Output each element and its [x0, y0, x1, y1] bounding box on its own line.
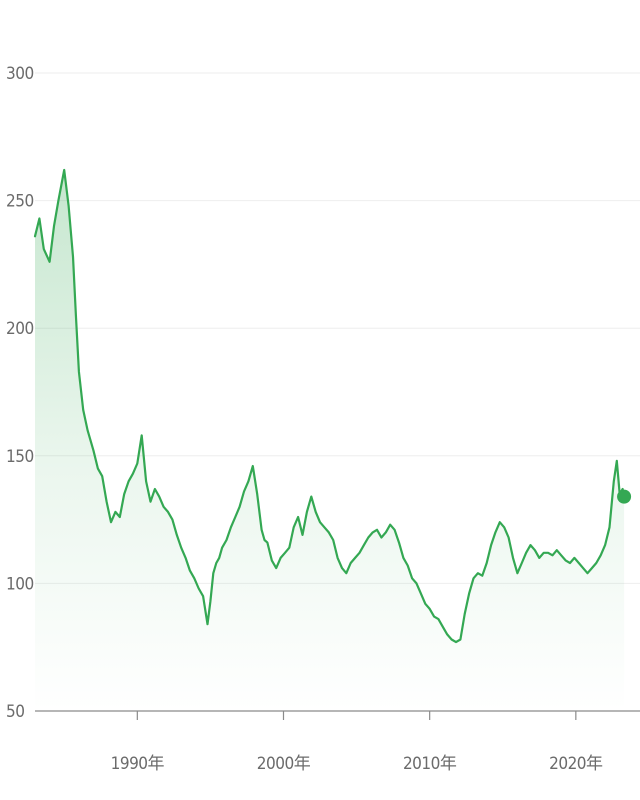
x-tick-label: 1990年 — [111, 754, 165, 774]
series-line-path — [33, 168, 626, 644]
last-point-marker-layer — [617, 489, 632, 504]
x-tick-label: 2020年 — [549, 754, 603, 774]
y-tick-label: 100 — [6, 574, 34, 594]
x-tick-label: 2000年 — [257, 754, 311, 774]
last-point-marker — [617, 489, 632, 504]
y-tick-label: 150 — [6, 447, 34, 467]
y-tick-label: 250 — [6, 192, 34, 212]
x-tick-label: 2010年 — [403, 754, 457, 774]
series-line — [33, 168, 626, 644]
x-axis-tick-labels: 1990年 2000年 2010年 2020年 — [111, 754, 604, 774]
y-axis-tick-labels: 50 100 150 200 250 300 — [6, 64, 34, 722]
y-tick-label: 300 — [6, 64, 34, 84]
x-axis — [35, 710, 640, 720]
y-tick-label: 50 — [6, 702, 24, 722]
area-fill-path — [35, 170, 625, 711]
y-tick-label: 200 — [6, 319, 34, 339]
area-fill — [35, 170, 625, 711]
